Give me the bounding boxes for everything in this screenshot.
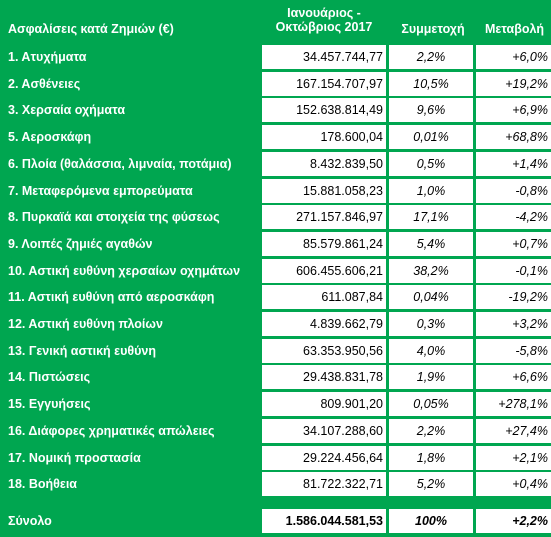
row-label: 2. Ασθένειες [8,76,81,91]
row-value: 167.154.707,97 [262,71,386,96]
row-change: +6,9% [476,98,551,123]
table-row: 1. Ατυχήματα 34.457.744,77 2,2% +6,0% [0,44,551,70]
row-share: 1,8% [389,445,473,470]
row-label: 18. Βοήθεια [8,477,77,492]
table-row: 6. Πλοία (θαλάσσια, λιμναία, ποτάμια) 8.4… [0,151,551,177]
row-share: 2,2% [389,418,473,443]
row-share: 10,5% [389,71,473,96]
row-change: +2,1% [476,445,551,470]
row-label: 17. Νομική προστασία [8,450,141,465]
total-share: 100% [389,509,473,533]
row-change: +3,2% [476,312,551,336]
row-share: 9,6% [389,98,473,123]
row-label: 6. Πλοία (θαλάσσια, λιμναία, ποτάμια) [8,156,232,171]
row-share: 0,05% [389,392,473,417]
row-value: 81.722.322,71 [262,472,386,497]
row-share: 1,9% [389,365,473,390]
row-change: -0,8% [476,178,551,203]
row-label: 8. Πυρκαϊά και στοιχεία της φύσεως [8,210,220,225]
row-share: 38,2% [389,258,473,283]
row-change: +1,4% [476,151,551,176]
table-row: 5. Αεροσκάφη 178.600,04 0,01% +68,8% [0,124,551,150]
table-row: 3. Χερσαία οχήματα 152.638.814,49 9,6% +6,9… [0,97,551,123]
row-value: 85.579.861,24 [262,231,386,256]
row-label: 5. Αεροσκάφη [8,130,92,145]
row-share: 0,5% [389,151,473,176]
row-label: 9. Λοιπές ζημιές αγαθών [8,236,153,251]
row-value: 29.438.831,78 [262,365,386,390]
row-change: -19,2% [476,285,551,310]
table-row: 10. Αστική ευθύνη χερσαίων οχημάτων 606.4… [0,258,551,284]
table-row: 14. Πιστώσεις 29.438.831,78 1,9% +6,6% [0,364,551,390]
row-label: 15. Εγγυήσεις [8,397,91,412]
row-change: +19,2% [476,71,551,96]
row-share: 17,1% [389,205,473,230]
row-change: +278,1% [476,392,551,417]
row-share: 5,2% [389,472,473,497]
row-change: -0,1% [476,258,551,283]
table-row: 8. Πυρκαϊά και στοιχεία της φύσεως 271.15… [0,204,551,230]
row-change: +6,0% [476,45,551,69]
row-change: -5,8% [476,338,551,363]
table-row: 7. Μεταφερόμενα εμπορεύματα 15.881.058,23… [0,178,551,204]
table-row: 18. Βοήθεια 81.722.322,71 5,2% +0,4% [0,471,551,497]
total-label: Σύνολο [8,514,52,528]
row-label: 12. Αστική ευθύνη πλοίων [8,317,163,331]
row-label: 1. Ατυχήματα [8,50,87,64]
row-share: 1,0% [389,178,473,203]
row-label: 13. Γενική αστική ευθύνη [8,343,156,358]
row-value: 15.881.058,23 [262,178,386,203]
table-row: 2. Ασθένειες 167.154.707,97 10,5% +19,2% [0,71,551,97]
table-row: 13. Γενική αστική ευθύνη 63.353.950,56 4,0… [0,338,551,364]
row-share: 0,3% [389,312,473,336]
row-value: 611.087,84 [262,285,386,310]
table-row: 17. Νομική προστασία 29.224.456,64 1,8% +2,… [0,445,551,471]
row-share: 2,2% [389,45,473,69]
total-change: +2,2% [476,509,551,533]
row-value: 29.224.456,64 [262,445,386,470]
row-label: 16. Διάφορες χρηματικές απώλειες [8,423,215,438]
table-row: 9. Λοιπές ζημιές αγαθών 85.579.861,24 5,4%… [0,231,551,257]
table-header: Ασφαλίσεις κατά Ζημιών (€) Ιανουάριος - … [0,0,551,43]
row-label: 11. Αστική ευθύνη από αεροσκάφη [8,290,215,305]
header-period-line1: Ιανουάριος - [287,6,361,20]
row-share: 4,0% [389,338,473,363]
row-value: 8.432.839,50 [262,151,386,176]
table-row: 11. Αστική ευθύνη από αεροσκάφη 611.087,8… [0,284,551,310]
total-value: 1.586.044.581,53 [262,509,386,533]
row-value: 63.353.950,56 [262,338,386,363]
row-value: 271.157.846,97 [262,205,386,230]
header-category: Ασφαλίσεις κατά Ζημιών (€) [8,22,174,36]
row-share: 0,01% [389,125,473,150]
table-row: 16. Διάφορες χρηματικές απώλειες 34.107.2… [0,418,551,444]
row-change: -4,2% [476,205,551,230]
row-change: +68,8% [476,125,551,150]
row-value: 178.600,04 [262,125,386,150]
row-value: 152.638.814,49 [262,98,386,123]
table-row: 15. Εγγυήσεις 809.901,20 0,05% +278,1% [0,391,551,417]
row-share: 5,4% [389,231,473,256]
row-value: 606.455.606,21 [262,258,386,283]
row-value: 34.107.288,60 [262,418,386,443]
row-value: 4.839.662,79 [262,312,386,336]
header-share: Συμμετοχή [401,22,465,36]
header-period: Ιανουάριος - Οκτώβριος 2017 [262,6,386,34]
row-label: 14. Πιστώσεις [8,370,91,385]
row-change: +0,7% [476,231,551,256]
row-value: 34.457.744,77 [262,45,386,69]
row-label: 7. Μεταφερόμενα εμπορεύματα [8,183,193,198]
row-change: +27,4% [476,418,551,443]
row-value: 809.901,20 [262,392,386,417]
row-label: 3. Χερσαία οχήματα [8,103,126,118]
row-share: 0,04% [389,285,473,310]
total-row: Σύνολο 1.586.044.581,53 100% +2,2% [0,508,551,534]
row-change: +0,4% [476,472,551,497]
header-period-line2: Οκτώβριος 2017 [275,20,373,34]
table-row: 12. Αστική ευθύνη πλοίων 4.839.662,79 0,3%… [0,311,551,337]
row-label: 10. Αστική ευθύνη χερσαίων οχημάτων [8,263,241,278]
header-change: Μεταβολή [484,22,545,36]
row-change: +6,6% [476,365,551,390]
